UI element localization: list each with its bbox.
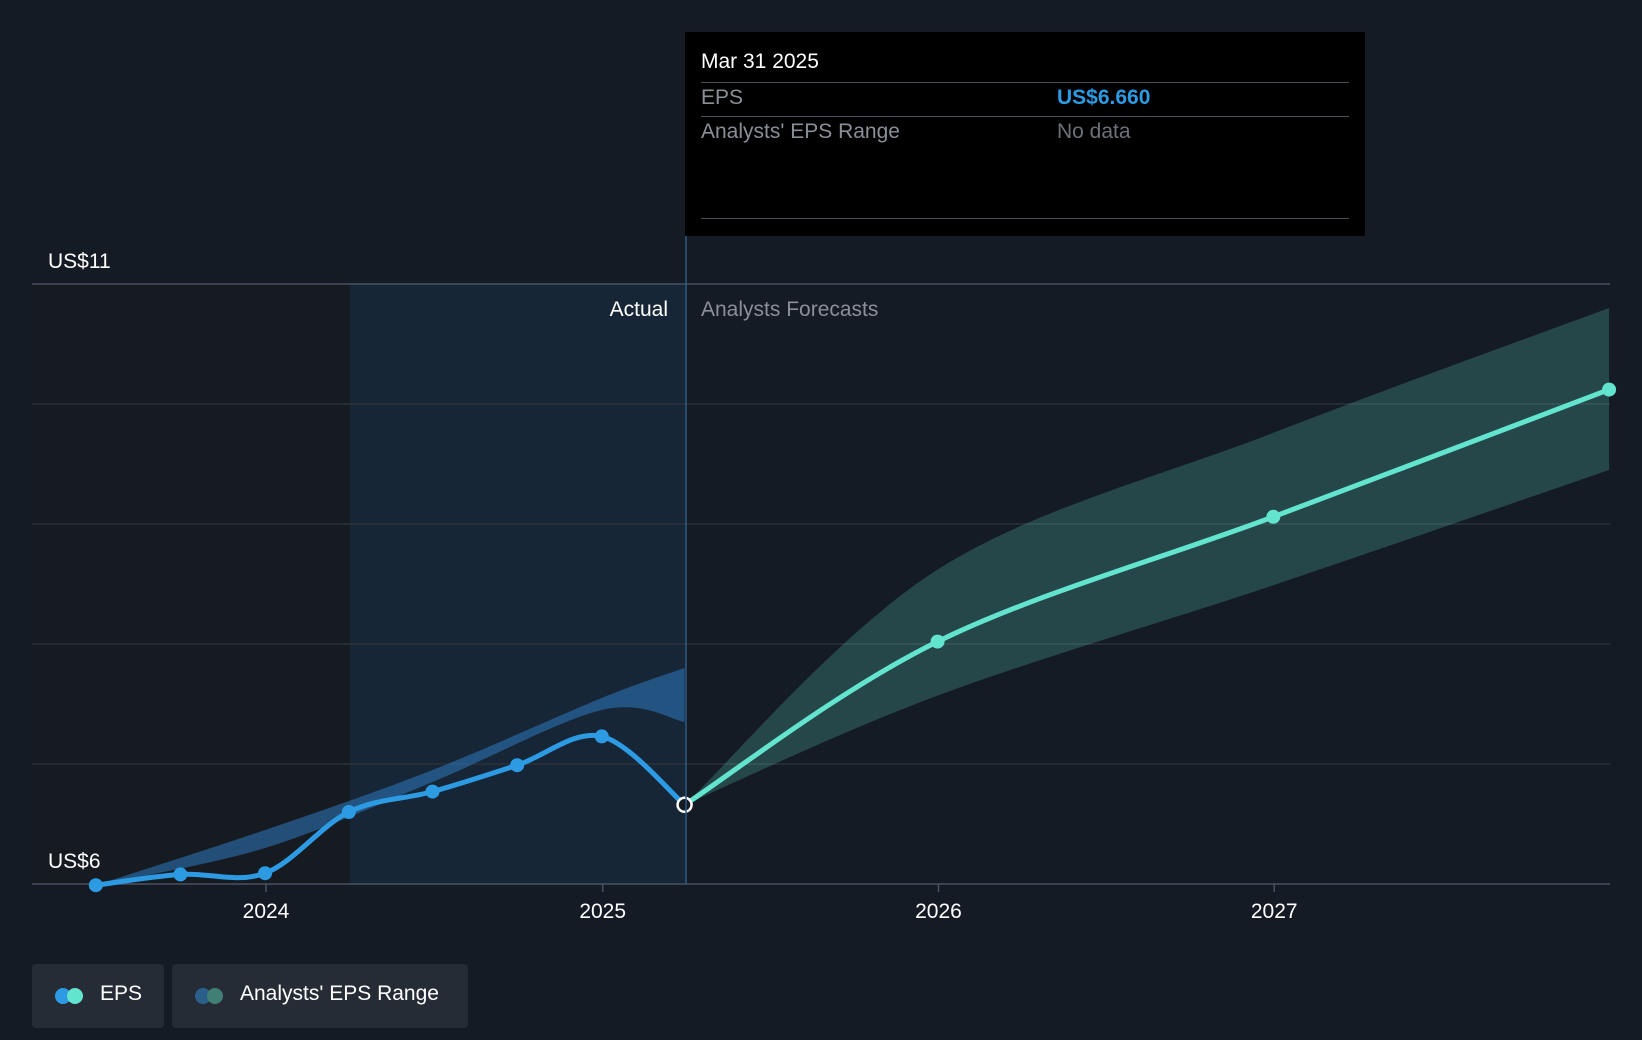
eps-forecast-line: [682, 387, 1612, 808]
eps-swatch-icon: [67, 988, 83, 1004]
eps-point: [88, 878, 103, 893]
highlight-point: [676, 796, 693, 814]
forecast-label: Analysts Forecasts: [701, 298, 878, 321]
range-bands: [95, 308, 1610, 886]
tooltip-range-value: No data: [1057, 120, 1131, 143]
legend-label: EPS: [100, 982, 143, 1005]
eps-chart: US$11 US$6 Actual Analysts Forecasts 202…: [32, 236, 1617, 923]
x-tick-label: 2027: [1251, 900, 1298, 923]
tooltip-date: Mar 31 2025: [701, 50, 819, 73]
tooltip-range-label: Analysts' EPS Range: [701, 120, 900, 143]
eps-point: [341, 805, 356, 819]
actual-label: Actual: [610, 298, 668, 321]
eps-range-past-band: [95, 668, 685, 886]
tooltip: Mar 31 2025 EPS US$6.660 Analysts' EPS R…: [685, 32, 1365, 236]
legend-label: Analysts' EPS Range: [240, 982, 439, 1005]
x-axis-ticks: 2024 2025 2026 2027: [243, 884, 1298, 923]
tooltip-divider: [701, 218, 1349, 219]
tooltip-divider: [701, 116, 1349, 117]
eps-forecast-point: [1266, 509, 1281, 524]
eps-point: [258, 866, 273, 881]
range-swatch-icon: [207, 988, 223, 1004]
eps-forecast-point: [1602, 382, 1617, 397]
y-label-bottom: US$6: [48, 850, 101, 873]
tooltip-eps-value: US$6.660: [1057, 86, 1151, 109]
eps-range-forecast-band: [684, 308, 1610, 805]
eps-point: [173, 867, 188, 882]
past-shade: [32, 284, 350, 884]
x-tick-label: 2024: [243, 900, 290, 923]
eps-point: [510, 758, 525, 773]
y-label-top: US$11: [48, 250, 111, 273]
legend-item-range[interactable]: Analysts' EPS Range: [172, 964, 468, 1028]
eps-forecast-point: [930, 634, 945, 649]
eps-point: [425, 784, 440, 799]
eps-points: [88, 382, 1617, 893]
x-tick-label: 2025: [579, 900, 626, 923]
tooltip-divider: [701, 82, 1349, 83]
grid: [32, 283, 1610, 885]
x-tick-label: 2026: [915, 900, 962, 923]
tooltip-eps-label: EPS: [701, 86, 744, 109]
legend-item-eps[interactable]: EPS: [32, 964, 164, 1028]
eps-point: [594, 729, 609, 744]
